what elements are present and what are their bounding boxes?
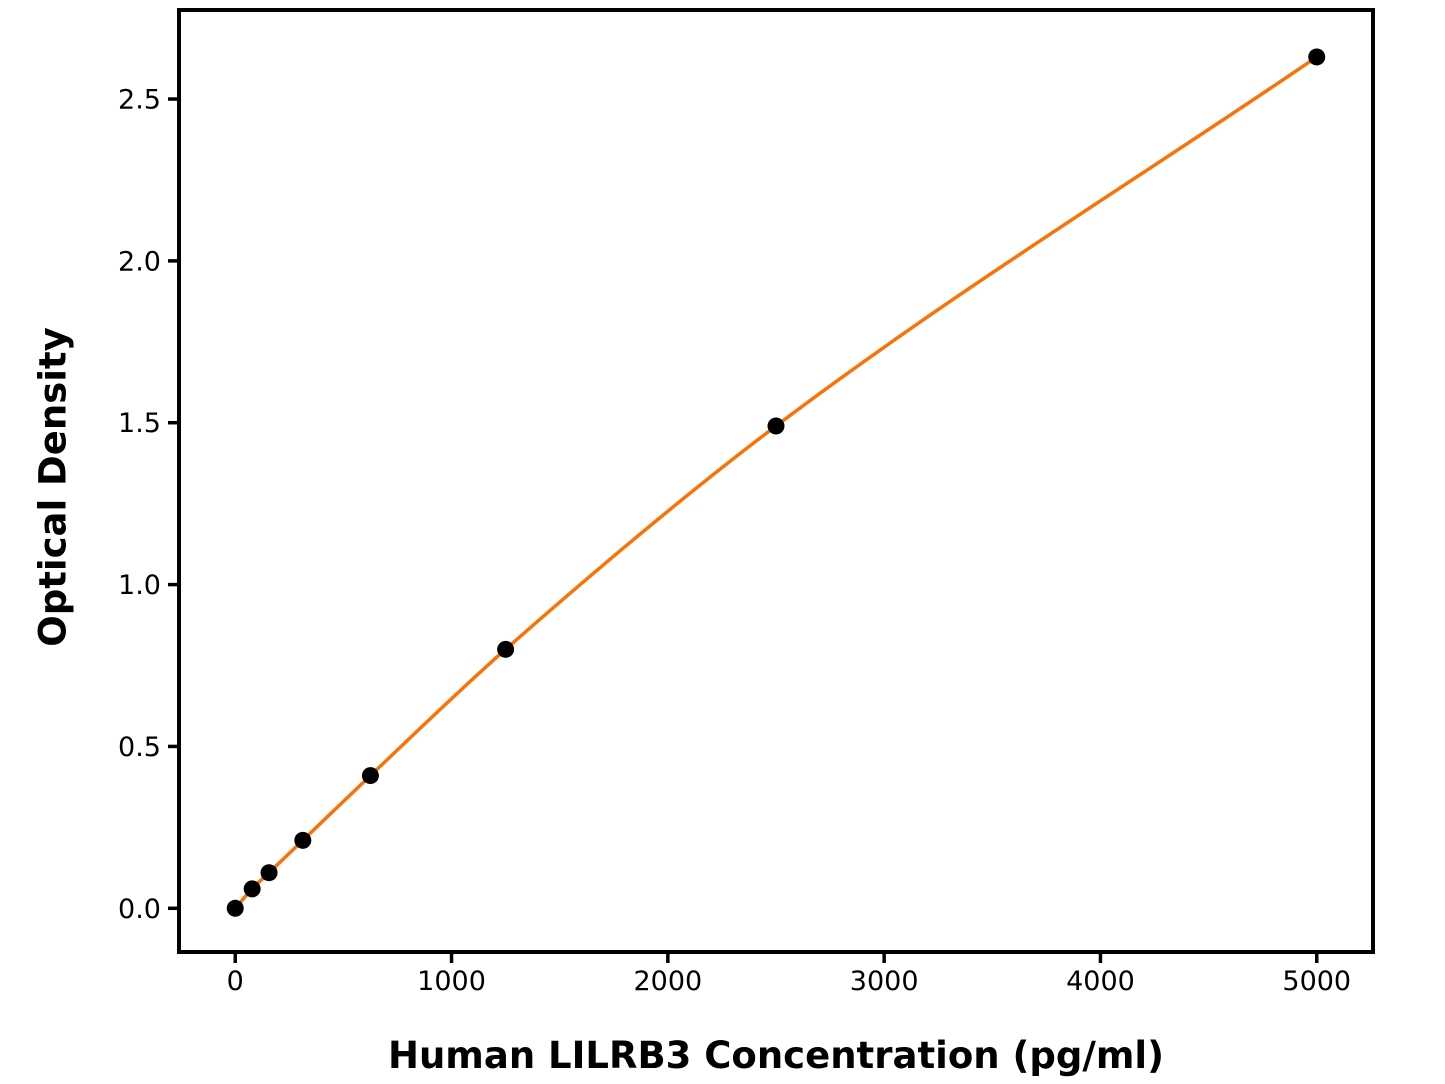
- x-axis-title: Human LILRB3 Concentration (pg/ml): [387, 1034, 1165, 1077]
- x-axis-tick-label: 0: [227, 966, 244, 997]
- data-point-marker: [260, 864, 278, 882]
- x-axis-tick-label: 1000: [417, 966, 486, 997]
- data-point-marker: [361, 767, 379, 785]
- x-axis-tick-label: 5000: [1282, 966, 1351, 997]
- x-axis-tick-label: 4000: [1066, 966, 1135, 997]
- data-point-marker: [1308, 48, 1326, 66]
- plot-area: [179, 10, 1373, 952]
- y-axis-tick-label: 1.5: [118, 408, 161, 439]
- y-axis-tick-label: 2.0: [118, 246, 161, 277]
- axes-spines: [177, 8, 1375, 954]
- data-point-marker: [226, 899, 244, 917]
- y-axis-tick-label: 0.5: [118, 732, 161, 763]
- x-axis-tick-label: 2000: [633, 966, 702, 997]
- data-point-marker: [767, 417, 785, 435]
- data-point-marker: [294, 831, 312, 849]
- data-point-marker: [243, 880, 261, 898]
- x-axis-tick-label: 3000: [850, 966, 919, 997]
- y-axis-title: Optical Density: [31, 327, 75, 647]
- y-axis-tick-label: 2.5: [118, 85, 161, 116]
- y-axis-tick-label: 0.0: [118, 894, 161, 925]
- y-axis-tick-label: 1.0: [118, 570, 161, 601]
- data-point-marker: [497, 640, 515, 658]
